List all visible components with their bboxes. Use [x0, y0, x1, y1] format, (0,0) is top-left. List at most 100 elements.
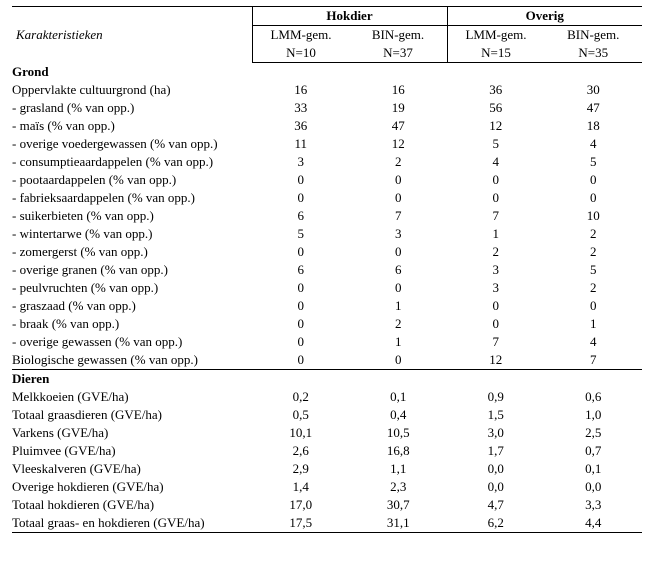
row-value: 0,1 — [350, 388, 448, 406]
row-value: 1,5 — [447, 406, 545, 424]
row-value: 47 — [545, 99, 643, 117]
row-label: Overige hokdieren (GVE/ha) — [12, 478, 252, 496]
row-value: 2 — [545, 225, 643, 243]
row-value: 0 — [447, 189, 545, 207]
header-sub-2-n: N=15 — [447, 44, 545, 63]
section-title: Grond — [12, 63, 642, 82]
row-value: 10,5 — [350, 424, 448, 442]
row-label: - consumptieaardappelen (% van opp.) — [12, 153, 252, 171]
row-value: 11 — [252, 135, 350, 153]
row-value: 2,3 — [350, 478, 448, 496]
row-value: 56 — [447, 99, 545, 117]
row-label: Vleeskalveren (GVE/ha) — [12, 460, 252, 478]
table-row: Varkens (GVE/ha)10,110,53,02,5 — [12, 424, 642, 442]
row-value: 2 — [350, 153, 448, 171]
row-value: 0 — [252, 315, 350, 333]
row-value: 36 — [252, 117, 350, 135]
data-table: Karakteristieken Hokdier Overig LMM-gem.… — [12, 6, 642, 533]
row-value: 2,6 — [252, 442, 350, 460]
row-value: 18 — [545, 117, 643, 135]
row-value: 0 — [252, 243, 350, 261]
section-title-row: Grond — [12, 63, 642, 82]
row-value: 0,0 — [447, 460, 545, 478]
header-sub-2-label: LMM-gem. — [447, 26, 545, 45]
row-value: 4 — [545, 135, 643, 153]
row-value: 0 — [350, 243, 448, 261]
row-value: 4 — [447, 153, 545, 171]
table-row: - overige voedergewassen (% van opp.)111… — [12, 135, 642, 153]
row-label: - maïs (% van opp.) — [12, 117, 252, 135]
row-value: 16 — [252, 81, 350, 99]
row-label: - graszaad (% van opp.) — [12, 297, 252, 315]
row-value: 16 — [350, 81, 448, 99]
row-value: 17,0 — [252, 496, 350, 514]
row-value: 0,0 — [447, 478, 545, 496]
header-group-hokdier: Hokdier — [252, 7, 447, 26]
row-value: 30,7 — [350, 496, 448, 514]
table-row: Melkkoeien (GVE/ha)0,20,10,90,6 — [12, 388, 642, 406]
row-label: - peulvruchten (% van opp.) — [12, 279, 252, 297]
row-value: 1,1 — [350, 460, 448, 478]
row-value: 1,0 — [545, 406, 643, 424]
row-value: 12 — [447, 117, 545, 135]
row-value: 0 — [350, 171, 448, 189]
row-value: 16,8 — [350, 442, 448, 460]
row-value: 4,4 — [545, 514, 643, 533]
row-value: 0,6 — [545, 388, 643, 406]
table-row: - peulvruchten (% van opp.)0032 — [12, 279, 642, 297]
row-value: 1,7 — [447, 442, 545, 460]
row-value: 0,1 — [545, 460, 643, 478]
row-label: Totaal hokdieren (GVE/ha) — [12, 496, 252, 514]
row-label: - wintertarwe (% van opp.) — [12, 225, 252, 243]
row-value: 0 — [252, 189, 350, 207]
row-value: 3,0 — [447, 424, 545, 442]
row-value: 5 — [447, 135, 545, 153]
table-row: - braak (% van opp.)0201 — [12, 315, 642, 333]
row-label: - suikerbieten (% van opp.) — [12, 207, 252, 225]
row-value: 5 — [252, 225, 350, 243]
row-value: 0 — [252, 333, 350, 351]
table-row: Oppervlakte cultuurgrond (ha)16163630 — [12, 81, 642, 99]
row-value: 0 — [350, 279, 448, 297]
row-value: 5 — [545, 261, 643, 279]
row-label: - pootaardappelen (% van opp.) — [12, 171, 252, 189]
row-value: 0,0 — [545, 478, 643, 496]
header-group-overig: Overig — [447, 7, 642, 26]
row-value: 6 — [252, 207, 350, 225]
header-karakteristieken: Karakteristieken — [12, 7, 252, 63]
table-row: Totaal graasdieren (GVE/ha)0,50,41,51,0 — [12, 406, 642, 424]
header-sub-3-n: N=35 — [545, 44, 643, 63]
row-label: - braak (% van opp.) — [12, 315, 252, 333]
row-label: Biologische gewassen (% van opp.) — [12, 351, 252, 370]
header-sub-0-n: N=10 — [252, 44, 350, 63]
row-value: 2 — [545, 243, 643, 261]
table-row: Overige hokdieren (GVE/ha)1,42,30,00,0 — [12, 478, 642, 496]
header-sub-1-n: N=37 — [350, 44, 448, 63]
row-value: 0,2 — [252, 388, 350, 406]
row-value: 1 — [350, 297, 448, 315]
table-row: Totaal graas- en hokdieren (GVE/ha)17,53… — [12, 514, 642, 533]
row-value: 12 — [350, 135, 448, 153]
row-label: Totaal graasdieren (GVE/ha) — [12, 406, 252, 424]
row-value: 0 — [545, 297, 643, 315]
row-value: 2 — [447, 243, 545, 261]
row-value: 0,7 — [545, 442, 643, 460]
row-value: 7 — [350, 207, 448, 225]
table-row: - overige gewassen (% van opp.)0174 — [12, 333, 642, 351]
header-sub-1-label: BIN-gem. — [350, 26, 448, 45]
row-value: 10,1 — [252, 424, 350, 442]
table-row: - consumptieaardappelen (% van opp.)3245 — [12, 153, 642, 171]
table-row: - maïs (% van opp.)36471218 — [12, 117, 642, 135]
row-value: 0,9 — [447, 388, 545, 406]
header-sub-3-label: BIN-gem. — [545, 26, 643, 45]
section-title-row: Dieren — [12, 370, 642, 389]
row-label: Melkkoeien (GVE/ha) — [12, 388, 252, 406]
row-label: - fabrieksaardappelen (% van opp.) — [12, 189, 252, 207]
header-sub-0-label: LMM-gem. — [252, 26, 350, 45]
row-value: 4,7 — [447, 496, 545, 514]
table-row: - suikerbieten (% van opp.)67710 — [12, 207, 642, 225]
table-row: - zomergerst (% van opp.)0022 — [12, 243, 642, 261]
table-row: - fabrieksaardappelen (% van opp.)0000 — [12, 189, 642, 207]
row-value: 6,2 — [447, 514, 545, 533]
row-value: 0 — [252, 279, 350, 297]
